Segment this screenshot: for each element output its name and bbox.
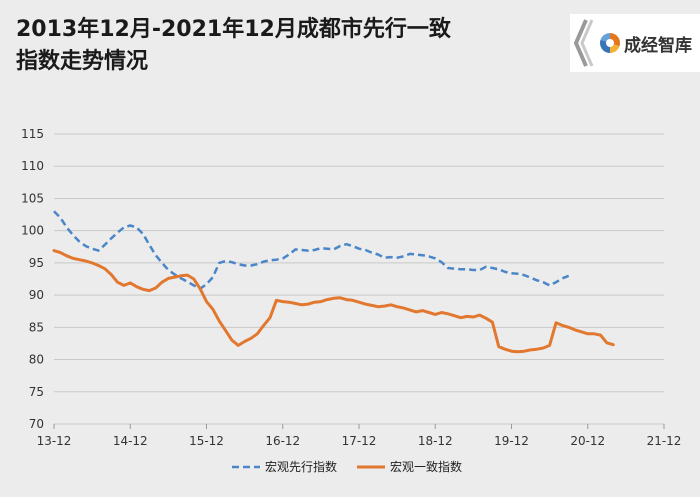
y-tick-label: 80 <box>29 353 44 367</box>
legend-item-1: 宏观先行指数 <box>232 459 337 474</box>
y-tick-label: 115 <box>21 127 44 141</box>
chevron-decoration-icon <box>573 19 594 67</box>
legend-item-2: 宏观一致指数 <box>357 459 462 474</box>
y-tick-label: 85 <box>29 320 44 334</box>
chart-title: 2013年12月-2021年12月成都市先行一致 指数走势情况 <box>16 14 451 78</box>
y-axis-ticks: 70 75 80 85 90 95 100 105 110 115 <box>21 127 44 431</box>
y-tick-label: 100 <box>21 224 44 238</box>
x-axis-ticks: 13-12 14-12 15-12 16-12 17-12 18-12 19-12 20-12… <box>37 424 682 448</box>
chart-title-line1: 2013年12月-2021年12月成都市先行一致 <box>16 17 451 42</box>
x-tick-label: 18-12 <box>418 434 453 448</box>
x-tick-label: 16-12 <box>265 434 300 448</box>
series-line-1 <box>53 210 570 290</box>
y-tick-label: 75 <box>29 385 44 399</box>
legend: 宏观先行指数 宏观一致指数 <box>232 459 462 474</box>
y-tick-label: 95 <box>29 256 44 270</box>
brand-logo-icon <box>600 33 620 53</box>
x-tick-label: 19-12 <box>494 434 529 448</box>
x-tick-label: 21-12 <box>647 434 682 448</box>
chart-title-line2: 指数走势情况 <box>16 49 149 74</box>
brand-badge: 成经智库 <box>570 14 700 72</box>
legend-label: 宏观一致指数 <box>390 459 462 474</box>
x-tick-label: 15-12 <box>189 434 224 448</box>
x-tick-label: 17-12 <box>342 434 377 448</box>
x-tick-label: 14-12 <box>113 434 148 448</box>
brand-name: 成经智库 <box>624 36 692 56</box>
y-tick-label: 110 <box>21 159 44 173</box>
y-tick-label: 70 <box>29 417 44 431</box>
series-lines <box>52 210 615 354</box>
x-tick-label: 20-12 <box>570 434 605 448</box>
series-line-2 <box>52 249 615 354</box>
gridlines <box>54 133 664 425</box>
y-tick-label: 90 <box>29 288 44 302</box>
x-tick-label: 13-12 <box>37 434 72 448</box>
y-tick-label: 105 <box>21 191 44 205</box>
legend-label: 宏观先行指数 <box>265 459 337 474</box>
